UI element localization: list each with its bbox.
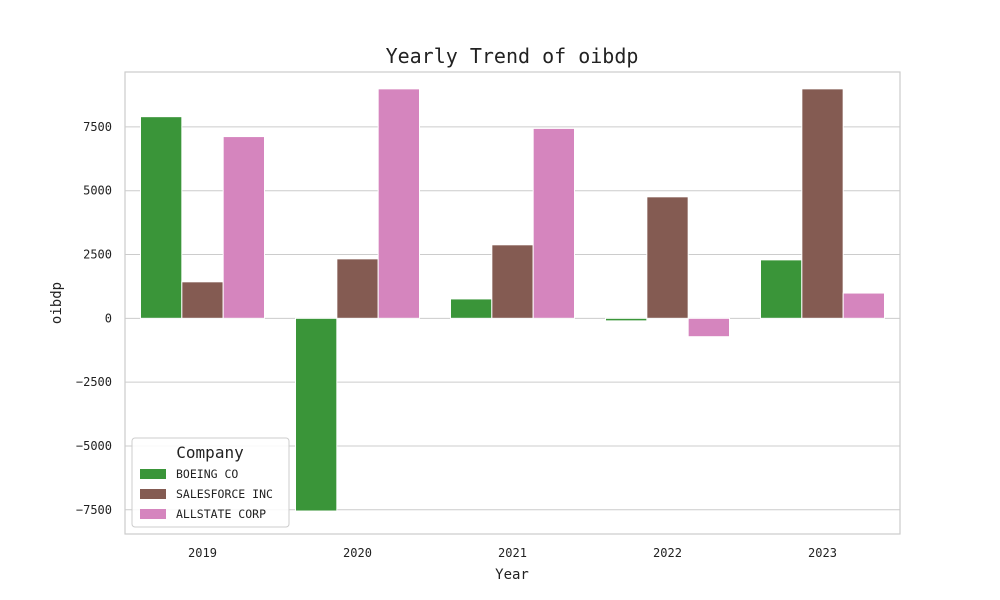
- bars: [140, 88, 886, 512]
- y-tick-label: −5000: [76, 439, 112, 453]
- bar-allstate-corp-2022: [687, 317, 731, 338]
- bar-salesforce-inc-2022: [646, 196, 689, 319]
- legend-label: BOEING CO: [176, 467, 238, 481]
- x-tick-label: 2022: [653, 546, 682, 560]
- y-tick-label: 7500: [83, 120, 112, 134]
- plot-area: [124, 71, 901, 535]
- bar-allstate-corp-2021: [532, 127, 576, 319]
- y-tick-labels: −7500 −5000 −2500 0 2500 5000 7500: [76, 120, 112, 517]
- bar-boeing-co-2019: [140, 116, 183, 319]
- legend-swatch: [140, 469, 166, 479]
- legend: Company BOEING CO SALESFORCE INC ALLSTATE …: [131, 437, 290, 528]
- legend-label: ALLSTATE CORP: [176, 507, 266, 521]
- x-axis-label: Year: [495, 567, 529, 583]
- y-tick-label: −2500: [76, 375, 112, 389]
- bar-salesforce-inc-2019: [181, 281, 224, 319]
- x-tick-labels: 2019 2020 2021 2022 2023: [188, 546, 837, 560]
- legend-title: Company: [176, 443, 244, 462]
- legend-label: SALESFORCE INC: [176, 487, 273, 501]
- legend-swatch: [140, 489, 166, 499]
- x-tick-label: 2020: [343, 546, 372, 560]
- legend-items: BOEING CO SALESFORCE INC ALLSTATE CORP: [140, 467, 273, 521]
- bar-allstate-corp-2023: [842, 292, 886, 319]
- bar-boeing-co-2020: [295, 317, 338, 512]
- x-tick-label: 2021: [498, 546, 527, 560]
- y-tick-label: −7500: [76, 503, 112, 517]
- legend-box: [131, 437, 290, 528]
- bar-salesforce-inc-2020: [336, 258, 379, 319]
- chart-title: Yearly Trend of oibdp: [386, 44, 639, 68]
- y-tick-label: 2500: [83, 248, 112, 262]
- x-tick-label: 2019: [188, 546, 217, 560]
- bar-allstate-corp-2020: [377, 88, 420, 319]
- bar-salesforce-inc-2023: [801, 88, 844, 319]
- x-tick-label: 2023: [808, 546, 837, 560]
- bar-salesforce-inc-2021: [491, 244, 534, 319]
- bar-allstate-corp-2019: [222, 136, 266, 319]
- bar-boeing-co-2022: [605, 317, 648, 322]
- bar-boeing-co-2023: [760, 259, 803, 319]
- y-axis-label: oibdp: [49, 282, 65, 324]
- y-tick-label: 0: [105, 311, 112, 325]
- legend-swatch: [140, 509, 166, 519]
- y-tick-label: 5000: [83, 184, 112, 198]
- bar-boeing-co-2021: [450, 298, 493, 319]
